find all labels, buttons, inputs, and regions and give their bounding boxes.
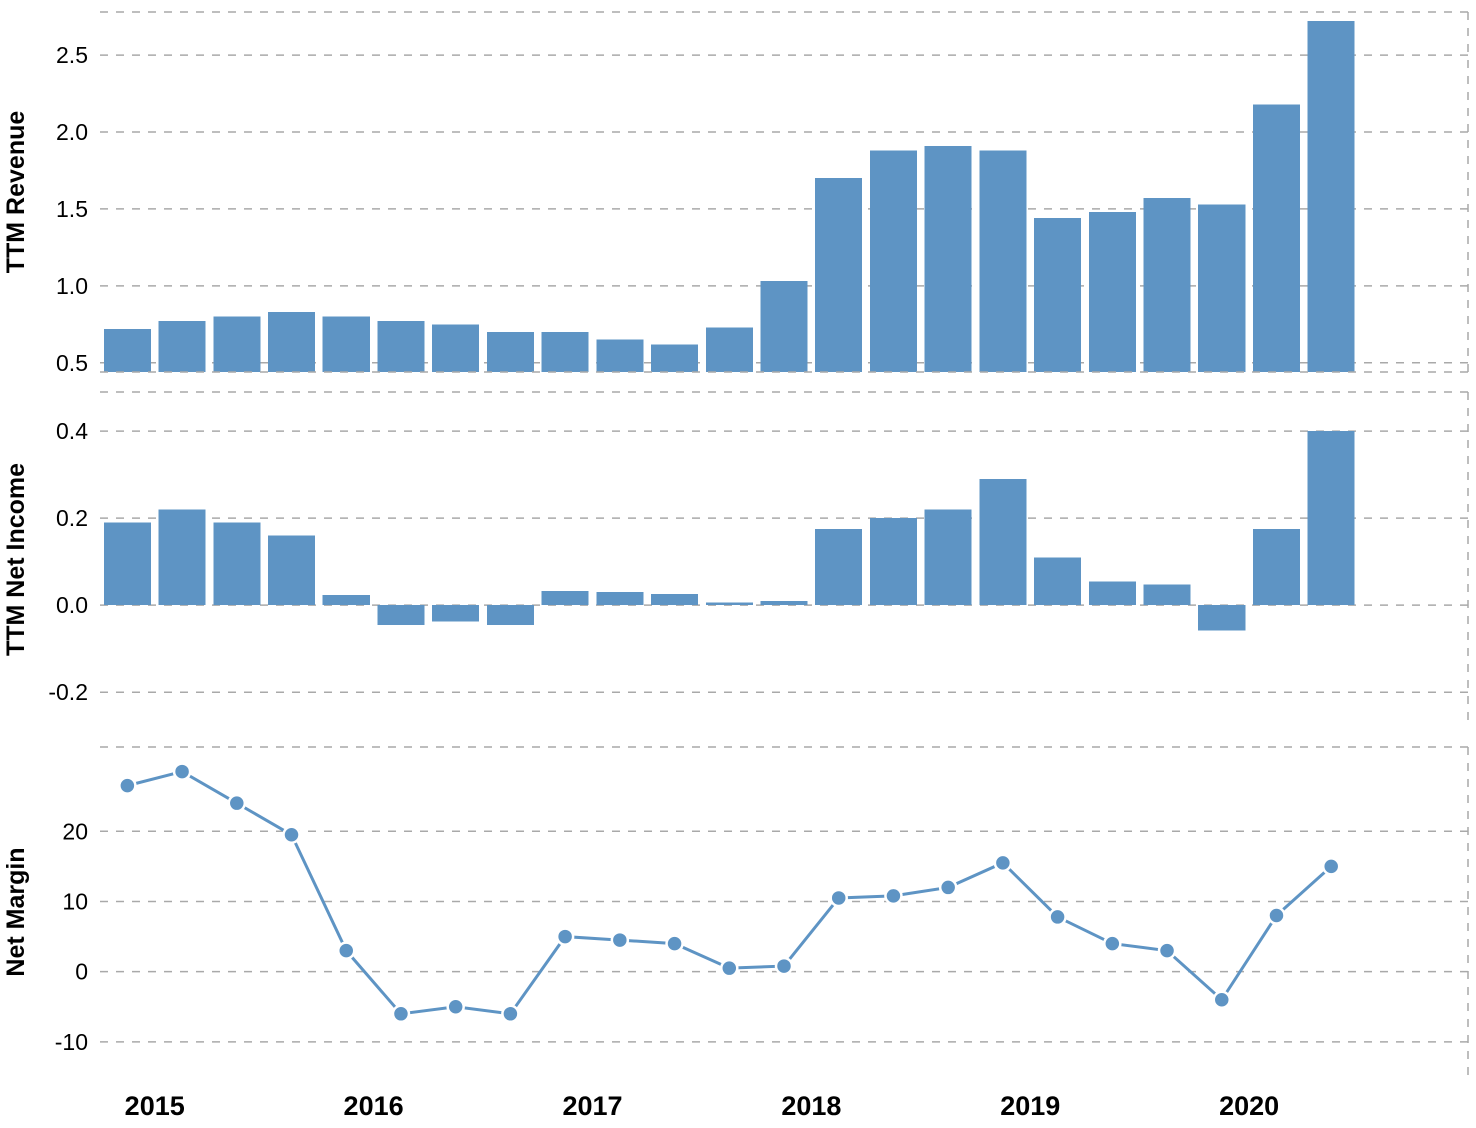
margin-marker: [776, 958, 792, 974]
revenue-bar: [651, 344, 698, 372]
margin-marker: [721, 960, 737, 976]
margin-marker: [393, 1006, 409, 1022]
margin-marker: [995, 855, 1011, 871]
revenue-bar: [323, 317, 370, 372]
income-bar: [979, 479, 1026, 605]
x-year-label: 2016: [344, 1091, 404, 1121]
income-bar: [1198, 605, 1245, 630]
margin-marker: [1159, 943, 1175, 959]
income-bar: [487, 605, 534, 625]
x-year-label: 2017: [562, 1091, 622, 1121]
margin-marker: [502, 1006, 518, 1022]
margin-ylabel: Net Margin: [2, 847, 30, 976]
margin-marker: [1214, 992, 1230, 1008]
income-bar: [815, 529, 862, 605]
margin-marker: [1323, 858, 1339, 874]
margin-marker: [119, 778, 135, 794]
revenue-bar: [870, 150, 917, 372]
revenue-bar: [104, 329, 151, 372]
income-ytick-label: 0.0: [56, 592, 88, 618]
margin-marker: [1104, 936, 1120, 952]
x-year-label: 2020: [1219, 1091, 1279, 1121]
income-bar: [1089, 581, 1136, 605]
income-bar: [870, 518, 917, 605]
income-bar: [706, 603, 753, 606]
income-bar: [1034, 557, 1081, 605]
income-bar: [1144, 585, 1191, 605]
x-year-label: 2019: [1000, 1091, 1060, 1121]
x-year-label: 2015: [125, 1091, 185, 1121]
revenue-bar: [1144, 198, 1191, 372]
margin-marker: [1268, 908, 1284, 924]
revenue-bar: [760, 281, 807, 372]
margin-marker: [229, 795, 245, 811]
income-ylabel: TTM Net Income: [2, 463, 30, 656]
revenue-bar: [432, 324, 479, 372]
income-ytick-label: 0.2: [56, 505, 88, 531]
revenue-bar: [1198, 204, 1245, 372]
income-bar: [104, 523, 151, 606]
income-bar: [1308, 431, 1355, 605]
revenue-ytick-label: 1.0: [56, 273, 88, 299]
revenue-bar: [487, 332, 534, 372]
x-year-label: 2018: [781, 1091, 841, 1121]
income-bar: [159, 509, 206, 605]
margin-marker: [667, 936, 683, 952]
income-bar: [651, 594, 698, 605]
income-bar: [760, 601, 807, 605]
revenue-bar: [1034, 218, 1081, 372]
revenue-bar: [925, 146, 972, 372]
income-bar: [377, 605, 424, 625]
revenue-ytick-label: 1.5: [56, 196, 88, 222]
revenue-bar: [542, 332, 589, 372]
revenue-bar: [159, 321, 206, 372]
income-ytick-label: -0.2: [48, 679, 88, 705]
margin-ytick-label: 20: [62, 818, 88, 844]
revenue-ylabel: TTM Revenue: [2, 111, 30, 274]
revenue-bar: [1089, 212, 1136, 372]
revenue-bar: [377, 321, 424, 372]
revenue-bar: [815, 178, 862, 372]
revenue-ytick-label: 0.5: [56, 350, 88, 376]
margin-marker: [1050, 909, 1066, 925]
margin-marker: [831, 890, 847, 906]
income-bar: [323, 595, 370, 605]
income-ytick-label: 0.4: [56, 418, 88, 444]
revenue-bar: [979, 150, 1026, 372]
income-bar: [596, 592, 643, 605]
income-bar: [432, 605, 479, 622]
revenue-ytick-label: 2.5: [56, 42, 88, 68]
income-bar: [542, 591, 589, 605]
margin-marker: [448, 999, 464, 1015]
margin-marker: [174, 764, 190, 780]
chart-svg: 0.5 1.0 1.5 2.0 2.5 TTM Revenue -0.2 0.0 0.2 0.4 T…: [0, 0, 1476, 1128]
income-bar: [1253, 529, 1300, 605]
income-bar: [268, 536, 315, 606]
margin-ytick-label: -10: [55, 1029, 88, 1055]
margin-ytick-label: 0: [75, 959, 88, 985]
margin-marker: [885, 888, 901, 904]
revenue-ytick-label: 2.0: [56, 119, 88, 145]
revenue-bar: [706, 327, 753, 372]
revenue-bar: [268, 312, 315, 372]
margin-ytick-label: 10: [62, 888, 88, 914]
revenue-bar: [596, 340, 643, 372]
revenue-bar: [1253, 104, 1300, 372]
income-bar: [925, 509, 972, 605]
margin-marker: [284, 827, 300, 843]
margin-marker: [612, 932, 628, 948]
revenue-bar: [213, 317, 260, 372]
margin-marker: [557, 929, 573, 945]
margin-marker: [940, 879, 956, 895]
margin-marker: [338, 943, 354, 959]
income-bar: [213, 523, 260, 606]
revenue-bar: [1308, 21, 1355, 372]
